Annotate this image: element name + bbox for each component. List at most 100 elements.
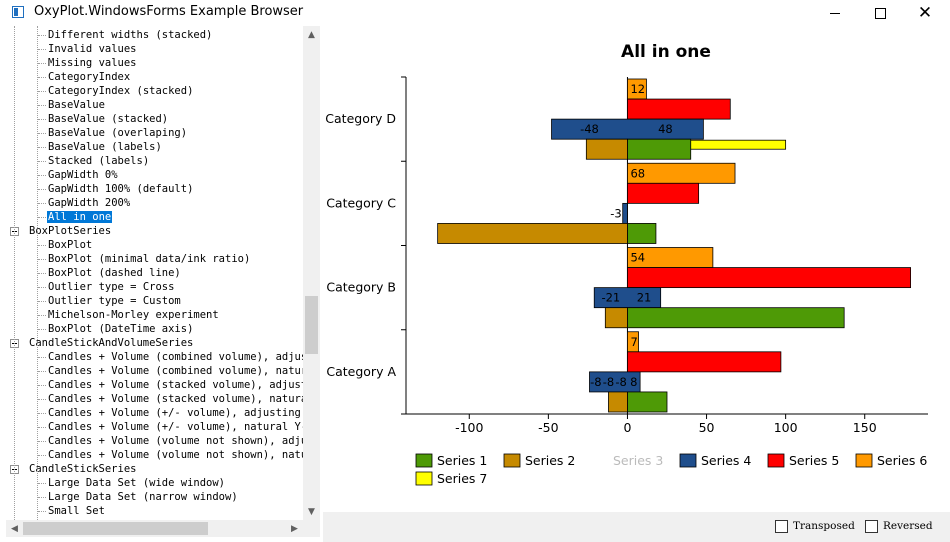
tree-item-label: Michelson-Morley experiment	[48, 309, 219, 321]
tree-connector	[38, 385, 46, 386]
tree-item[interactable]: Different widths (stacked)	[47, 28, 213, 42]
category-tick-label: Category B	[326, 280, 396, 295]
tree-connector	[38, 119, 46, 120]
tree-connector	[38, 413, 46, 414]
category-tick-label: Category A	[326, 364, 396, 379]
tree-item[interactable]: BaseValue (stacked)	[47, 112, 169, 126]
tree-group-node[interactable]: CandleStickAndVolumeSeries	[28, 336, 194, 350]
tree-connector	[38, 441, 46, 442]
chart-svg[interactable]: All in one Category A Category B Category …	[323, 26, 950, 512]
tree-item[interactable]: All in one	[45, 210, 114, 224]
tree-group-node[interactable]: CandleStickSeries	[28, 462, 137, 476]
tree-connector	[38, 105, 46, 106]
minimize-button[interactable]	[812, 0, 858, 26]
tree-item[interactable]: Large Data Set (narrow window)	[47, 490, 239, 504]
tree-item[interactable]: CategoryIndex	[47, 70, 131, 84]
tree-item-label: Candles + Volume (+/- volume), natural Y…	[48, 421, 303, 433]
tree-item[interactable]: CategoryIndex (stacked)	[47, 84, 194, 98]
tree-item[interactable]: BoxPlot	[47, 238, 93, 252]
tree-connector	[38, 203, 46, 204]
value-tick-label: 50	[699, 420, 715, 435]
tree-item[interactable]: Missing values	[47, 56, 138, 70]
tree-item[interactable]: BoxPlot (dashed line)	[47, 266, 182, 280]
tree-item[interactable]: Candles + Volume (stacked volume), adjus…	[47, 378, 303, 392]
tree-item[interactable]: Outlier type = Custom	[47, 294, 182, 308]
bar-series-2	[585, 138, 628, 160]
tree-item-label: Missing values	[48, 57, 137, 69]
tree-item[interactable]: Stacked (labels)	[47, 154, 150, 168]
legend-swatch	[415, 453, 433, 468]
tree-item[interactable]: Large Data Set (wide window)	[47, 476, 226, 490]
transposed-checkbox[interactable]: Transposed	[775, 519, 855, 533]
tree-item[interactable]: Michelson-Morley experiment	[47, 308, 220, 322]
scroll-down-arrow-icon[interactable]: ▼	[308, 506, 315, 517]
tree-connector	[38, 511, 46, 512]
app-icon	[12, 6, 24, 18]
tree-item[interactable]: Small Set	[47, 504, 106, 518]
scroll-left-arrow-icon[interactable]: ◀	[11, 523, 18, 534]
tree-item-label: BoxPlot (DateTime axis)	[48, 323, 194, 335]
tree-connector	[38, 371, 46, 372]
tree-item[interactable]: Candles + Volume (combined volume), adju…	[47, 350, 303, 364]
scroll-up-arrow-icon[interactable]: ▲	[308, 29, 315, 40]
tree-item-label: Candles + Volume (volume not shown), nat…	[48, 449, 303, 461]
vertical-scroll-thumb[interactable]	[305, 296, 318, 354]
tree-connector	[38, 189, 46, 190]
tree-item[interactable]: Candles + Volume (+/- volume), natural Y…	[47, 420, 303, 434]
value-tick-label: 150	[853, 420, 877, 435]
reversed-checkbox-box[interactable]	[865, 519, 878, 533]
tree-item-label: Different widths (stacked)	[48, 29, 213, 41]
tree-connector	[38, 399, 46, 400]
tree-group-node[interactable]: BoxPlotSeries	[28, 224, 112, 238]
tree-item[interactable]: BoxPlot (DateTime axis)	[47, 322, 194, 336]
tree-item-label: All in one	[45, 210, 114, 224]
example-tree[interactable]: Different widths (stacked) Invalid values…	[6, 26, 303, 520]
tree-item-label: Candles + Volume (combined volume), natu…	[48, 365, 303, 377]
tree-vertical-scrollbar[interactable]: ▲ ▼	[303, 26, 320, 520]
close-button[interactable]: ✕	[902, 0, 948, 26]
tree-item[interactable]: Candles + Volume (volume not shown), nat…	[47, 448, 303, 462]
value-tick-label: -100	[455, 420, 483, 435]
tree-item[interactable]: GapWidth 0%	[47, 168, 119, 182]
tree-item-label: Candles + Volume (stacked volume), adjus…	[48, 379, 303, 391]
bar-series-4	[622, 202, 628, 224]
plot-view[interactable]: All in one Category A Category B Category …	[323, 26, 950, 512]
legend-item-label: Series 7	[437, 471, 487, 486]
tree-item-label: Candles + Volume (combined volume), adju…	[48, 351, 303, 363]
tree-item[interactable]: GapWidth 200%	[47, 196, 131, 210]
horizontal-scroll-thumb[interactable]	[23, 522, 208, 535]
tree-item[interactable]: Candles + Volume (combined volume), natu…	[47, 364, 303, 378]
data-label: 21	[637, 291, 652, 305]
tree-item[interactable]: BaseValue (overlaping)	[47, 126, 188, 140]
data-label: -3	[610, 206, 621, 220]
tree-item[interactable]: Candles + Volume (volume not shown), adj…	[47, 434, 303, 448]
category-tick-label: Category C	[326, 195, 396, 210]
tree-connector	[38, 315, 46, 316]
scroll-right-arrow-icon[interactable]: ▶	[291, 523, 298, 534]
tree-item-label: Outlier type = Custom	[48, 295, 181, 307]
tree-connector	[38, 497, 46, 498]
tree-item-label: BaseValue	[48, 99, 105, 111]
reversed-checkbox[interactable]: Reversed	[865, 519, 933, 533]
value-tick-label: 0	[623, 420, 631, 435]
tree-item[interactable]: BaseValue	[47, 98, 106, 112]
tree-item[interactable]: BaseValue (labels)	[47, 140, 163, 154]
bar-series-1	[627, 223, 657, 244]
tree-item[interactable]: Outlier type = Cross	[47, 280, 175, 294]
data-label: -8	[615, 375, 626, 389]
tree-connector	[38, 35, 46, 36]
tree-item-label: Small Set	[48, 505, 105, 517]
maximize-button[interactable]	[857, 0, 903, 26]
legend-swatch	[679, 453, 697, 468]
tree-item[interactable]: Candles + Volume (stacked volume), natur…	[47, 392, 303, 406]
tree-item[interactable]: Candles + Volume (+/- volume), adjusting…	[47, 406, 303, 420]
tree-item[interactable]: BoxPlot (minimal data/ink ratio)	[47, 252, 251, 266]
tree-item[interactable]: GapWidth 100% (default)	[47, 182, 194, 196]
tree-horizontal-scrollbar[interactable]: ◀ ▶	[6, 520, 303, 537]
tree-item[interactable]: Invalid values	[47, 42, 138, 56]
transposed-checkbox-box[interactable]	[775, 519, 788, 533]
tree-item-label: Large Data Set (narrow window)	[48, 491, 238, 503]
tree-connector	[38, 455, 46, 456]
tree-child-line	[37, 26, 38, 520]
tree-item-label: Large Data Set (wide window)	[48, 477, 226, 489]
